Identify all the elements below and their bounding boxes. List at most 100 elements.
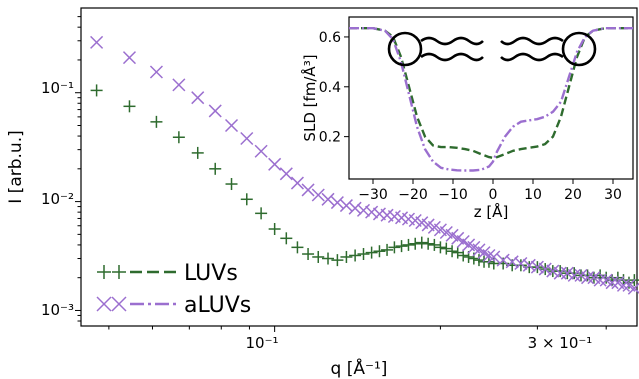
- data-point-luvs: [240, 193, 253, 206]
- legend-marker-aluvs: [111, 296, 127, 312]
- inset-x-tick-label: 30: [604, 187, 622, 203]
- data-point-luvs: [150, 115, 163, 128]
- inset-x-tick-label: 10: [524, 187, 542, 203]
- data-point-luvs: [373, 245, 386, 258]
- data-point-luvs: [268, 223, 281, 236]
- data-point-luvs: [312, 250, 325, 263]
- data-point-luvs: [357, 248, 370, 261]
- main-y-tick-label-3: 10⁻¹: [41, 79, 74, 97]
- data-point-luvs: [434, 241, 447, 254]
- data-point-aluvs: [90, 35, 104, 49]
- data-point-luvs: [365, 246, 378, 259]
- data-point-luvs: [172, 131, 185, 144]
- data-point-aluvs: [616, 278, 631, 292]
- data-point-luvs: [472, 254, 485, 267]
- data-point-luvs: [514, 259, 527, 272]
- data-point-aluvs: [321, 192, 335, 206]
- data-point-aluvs: [522, 258, 536, 272]
- data-point-aluvs: [482, 248, 496, 263]
- inset-x-axis-label: z [Å]: [474, 202, 509, 221]
- data-point-aluvs: [538, 262, 552, 276]
- data-point-aluvs: [279, 167, 293, 181]
- data-point-luvs: [322, 252, 335, 265]
- data-point-aluvs: [487, 250, 501, 264]
- data-point-aluvs: [339, 199, 353, 213]
- data-point-aluvs: [290, 176, 304, 190]
- data-point-luvs: [209, 162, 222, 175]
- inset-y-axis-label: SLD [fm/Å³]: [300, 54, 319, 141]
- data-point-luvs: [451, 246, 464, 259]
- main-y-tick-label-2: 10⁻²: [41, 190, 74, 208]
- inset-y-tick-label: 0.4: [319, 80, 341, 96]
- data-point-luvs: [388, 241, 401, 254]
- data-point-luvs: [291, 241, 304, 254]
- series-aluvs: [90, 35, 639, 295]
- sld-curve-luvs: [349, 27, 633, 159]
- inset-plot: −30 −20 −10 0 10 20 30 0.2 0.4 0.6 z [Å] SLD [fm/…: [300, 16, 634, 221]
- data-point-aluvs: [301, 183, 315, 197]
- data-point-aluvs: [224, 118, 239, 133]
- data-point-aluvs: [149, 65, 163, 79]
- data-point-luvs: [90, 84, 103, 97]
- data-point-aluvs: [530, 260, 544, 274]
- data-point-aluvs: [581, 271, 595, 285]
- data-point-luvs: [395, 240, 408, 253]
- data-point-luvs: [349, 249, 362, 262]
- data-point-luvs: [457, 249, 470, 262]
- data-point-luvs: [331, 254, 344, 267]
- data-point-luvs: [446, 245, 459, 258]
- data-point-aluvs: [546, 264, 560, 278]
- data-point-aluvs: [605, 276, 619, 290]
- legend-marker-luvs: [112, 265, 126, 279]
- inset-data-lines: [349, 27, 633, 172]
- sld-curve-aluvs: [349, 27, 633, 172]
- data-point-aluvs: [311, 188, 325, 202]
- inset-axis-ticks: −30 −20 −10 0 10 20 30 0.2 0.4 0.6: [319, 30, 622, 203]
- data-point-luvs: [302, 248, 315, 261]
- legend-label-luvs: LUVs: [184, 261, 238, 286]
- legend-marker-aluvs: [96, 296, 112, 312]
- data-point-luvs: [415, 236, 428, 249]
- inset-x-tick-label: 0: [489, 187, 498, 203]
- inset-x-tick-label: −10: [438, 187, 468, 203]
- main-y-tick-label-1: 10⁻³: [41, 301, 74, 319]
- data-point-luvs: [225, 178, 238, 191]
- data-point-aluvs: [356, 203, 371, 217]
- main-axis-ticks: [75, 16, 607, 332]
- lipid-bilayer-icon: [387, 31, 597, 67]
- main-x-tick-label-1: 10⁻¹: [245, 334, 278, 352]
- main-data-marks: [90, 35, 639, 295]
- data-point-aluvs: [254, 144, 268, 158]
- data-point-aluvs: [330, 196, 344, 210]
- data-point-luvs: [409, 237, 422, 250]
- legend-marks: [96, 265, 178, 312]
- data-point-aluvs: [191, 91, 205, 105]
- data-point-aluvs: [514, 256, 528, 271]
- inset-y-tick-label: 0.6: [319, 30, 341, 46]
- data-point-aluvs: [348, 201, 362, 215]
- data-point-aluvs: [365, 205, 379, 219]
- data-point-luvs: [422, 237, 435, 250]
- data-point-aluvs: [208, 104, 222, 118]
- data-point-aluvs: [627, 281, 639, 295]
- data-point-aluvs: [240, 131, 254, 146]
- main-x-axis-label: q [Å⁻¹]: [331, 357, 388, 379]
- data-point-luvs: [402, 238, 415, 251]
- data-point-luvs: [340, 250, 353, 263]
- data-point-aluvs: [268, 157, 282, 171]
- data-point-luvs: [381, 243, 394, 256]
- data-point-aluvs: [172, 78, 186, 92]
- data-point-luvs: [191, 146, 204, 159]
- data-point-luvs: [280, 232, 293, 245]
- inset-x-tick-label: −30: [358, 187, 388, 203]
- data-point-luvs: [123, 100, 136, 113]
- main-x-tick-label-2: 3 × 10⁻¹: [528, 334, 593, 352]
- data-point-aluvs: [567, 268, 581, 282]
- data-point-aluvs: [560, 266, 574, 280]
- data-point-aluvs: [593, 273, 607, 287]
- inset-x-tick-label: −20: [398, 187, 428, 203]
- data-point-luvs: [428, 238, 441, 251]
- data-point-aluvs: [122, 51, 137, 65]
- inset-x-tick-label: 20: [564, 187, 582, 203]
